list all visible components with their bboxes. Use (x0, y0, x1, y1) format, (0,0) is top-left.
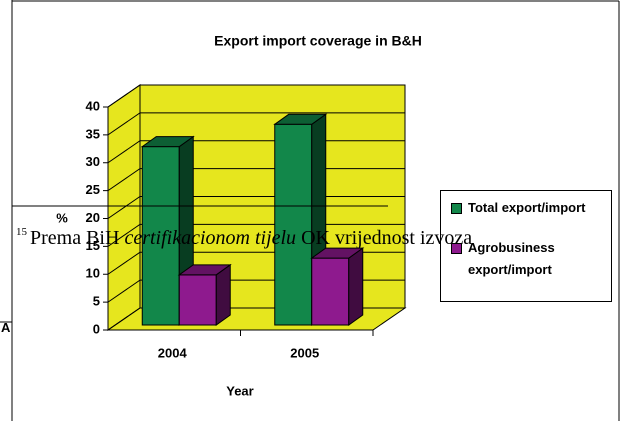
stray-letter: A (1, 320, 11, 335)
grid-line (107, 84, 405, 108)
legend-entry: Agrobusiness export/import (451, 237, 607, 281)
bar (310, 247, 365, 326)
y-axis-label: % (56, 210, 68, 225)
y-tick-label: 25 (86, 182, 100, 197)
bar-face (310, 247, 365, 259)
y-tick-label: 0 (93, 321, 100, 336)
x-axis-label: Year (226, 383, 253, 398)
y-tick-label: 10 (86, 266, 100, 281)
bar-face (274, 123, 313, 326)
footnote-text: certifikacionom tijelu (124, 227, 297, 249)
plot: 0 5 10 15 20 25 30 35 40 2004 2005 (86, 84, 407, 360)
bar-face (311, 257, 350, 326)
y-tick-label: 30 (86, 154, 100, 169)
legend-swatch (451, 203, 462, 214)
legend-swatch (451, 243, 462, 254)
bar (177, 263, 232, 326)
legend: Total export/import Agrobusiness export/i… (440, 190, 612, 302)
bar-face (177, 264, 232, 276)
x-tick-label: 2004 (158, 345, 188, 360)
bar-face (348, 247, 364, 326)
y-tick-label: 15 (86, 238, 100, 253)
legend-label: Agrobusiness export/import (468, 240, 555, 277)
footnote: 15 Prema BiH certifikacionom tijelu OK vr… (16, 226, 472, 250)
y-tick-label: 40 (86, 98, 100, 113)
footnote-number: 15 (16, 226, 27, 238)
footnote-text: Prema BiH (30, 227, 125, 249)
grid-line (107, 112, 405, 136)
y-tick-label: 35 (86, 126, 100, 141)
legend-entry: Total export/import (451, 197, 607, 219)
y-tick-label: 20 (86, 210, 100, 225)
legend-label: Total export/import (468, 200, 586, 215)
chart-title: Export import coverage in B&H (214, 33, 422, 49)
bar-face (140, 136, 195, 148)
bar-face (178, 274, 217, 326)
bar-face (273, 113, 328, 125)
y-tick-label: 5 (93, 294, 100, 309)
footnote-text: OK vrijednost izvoza (296, 227, 473, 249)
x-tick-label: 2005 (290, 345, 319, 360)
